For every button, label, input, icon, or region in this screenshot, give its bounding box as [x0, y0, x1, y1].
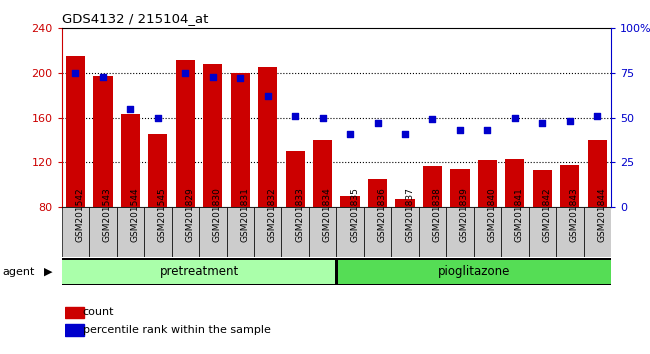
Bar: [446, 207, 474, 257]
Text: GDS4132 / 215104_at: GDS4132 / 215104_at: [62, 12, 208, 25]
Point: [455, 127, 465, 133]
Text: GSM201840: GSM201840: [488, 187, 497, 242]
Text: GSM201836: GSM201836: [378, 187, 387, 242]
Bar: [254, 207, 281, 257]
Bar: [231, 73, 250, 296]
Bar: [89, 207, 117, 257]
Point: [427, 117, 437, 122]
Bar: [62, 260, 335, 284]
Point: [482, 127, 493, 133]
Bar: [337, 207, 364, 257]
Bar: [281, 207, 309, 257]
Bar: [556, 207, 584, 257]
Point: [70, 70, 81, 76]
Bar: [478, 160, 497, 296]
Bar: [391, 207, 419, 257]
Text: agent: agent: [2, 267, 34, 277]
Bar: [285, 151, 305, 296]
Point: [235, 75, 246, 81]
Text: pioglitazone: pioglitazone: [437, 265, 510, 278]
Text: GSM201829: GSM201829: [185, 187, 194, 242]
Text: GSM201543: GSM201543: [103, 187, 112, 242]
Point: [317, 115, 328, 121]
Bar: [588, 140, 607, 296]
Bar: [176, 59, 195, 296]
Bar: [423, 166, 442, 296]
Point: [565, 119, 575, 124]
Point: [537, 120, 547, 126]
Text: GSM201831: GSM201831: [240, 187, 249, 242]
Text: GSM201839: GSM201839: [460, 187, 469, 242]
Point: [372, 120, 383, 126]
Text: ▶: ▶: [44, 267, 53, 277]
Bar: [148, 135, 168, 296]
Bar: [395, 199, 415, 296]
Bar: [94, 76, 112, 296]
Bar: [584, 207, 611, 257]
Bar: [450, 169, 469, 296]
Point: [345, 131, 356, 137]
Text: GSM201545: GSM201545: [158, 187, 167, 242]
Text: GSM201837: GSM201837: [405, 187, 414, 242]
Bar: [338, 260, 612, 284]
Text: GSM201842: GSM201842: [542, 187, 551, 242]
Bar: [341, 196, 359, 296]
Bar: [66, 56, 85, 296]
Bar: [199, 207, 227, 257]
Bar: [533, 170, 552, 296]
Text: GSM201833: GSM201833: [295, 187, 304, 242]
Bar: [258, 67, 278, 296]
Text: GSM201544: GSM201544: [131, 187, 139, 242]
Bar: [368, 179, 387, 296]
Point: [98, 74, 108, 79]
Bar: [505, 159, 525, 296]
Text: GSM201834: GSM201834: [322, 187, 332, 242]
Point: [263, 93, 273, 99]
Point: [207, 74, 218, 79]
Text: GSM201838: GSM201838: [432, 187, 441, 242]
Bar: [227, 207, 254, 257]
Bar: [419, 207, 446, 257]
Bar: [474, 207, 501, 257]
Bar: [144, 207, 172, 257]
Text: GSM201835: GSM201835: [350, 187, 359, 242]
Text: count: count: [83, 307, 114, 317]
Bar: [309, 207, 337, 257]
Bar: [121, 114, 140, 296]
Point: [510, 115, 520, 121]
Bar: [313, 140, 332, 296]
Bar: [65, 324, 84, 336]
Bar: [62, 207, 89, 257]
Point: [400, 131, 410, 137]
Bar: [560, 165, 579, 296]
Point: [290, 113, 300, 119]
Bar: [364, 207, 391, 257]
Bar: [528, 207, 556, 257]
Text: pretreatment: pretreatment: [159, 265, 239, 278]
Point: [125, 106, 136, 112]
Bar: [501, 207, 528, 257]
Text: GSM201844: GSM201844: [597, 187, 606, 242]
Bar: [117, 207, 144, 257]
Text: GSM201832: GSM201832: [268, 187, 277, 242]
Bar: [65, 307, 84, 318]
Bar: [203, 64, 222, 296]
Point: [180, 70, 190, 76]
Bar: [172, 207, 199, 257]
Text: GSM201843: GSM201843: [570, 187, 578, 242]
Text: percentile rank within the sample: percentile rank within the sample: [83, 325, 270, 335]
Text: GSM201830: GSM201830: [213, 187, 222, 242]
Point: [153, 115, 163, 121]
Text: GSM201841: GSM201841: [515, 187, 524, 242]
Text: GSM201542: GSM201542: [75, 187, 84, 242]
Point: [592, 113, 603, 119]
